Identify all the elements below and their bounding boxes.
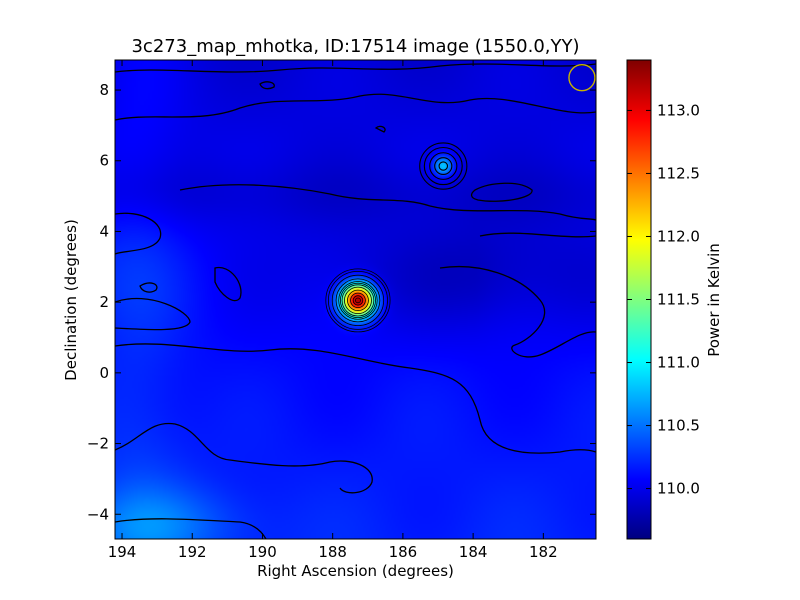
contour-line <box>115 422 373 494</box>
source-contour <box>434 157 453 176</box>
source-contour <box>355 297 361 304</box>
x-tick-label: 186 <box>389 543 418 561</box>
contour-line <box>259 81 275 90</box>
beam-marker <box>568 63 596 92</box>
chart-title: 3c273_map_mhotka, ID:17514 image (1550.0… <box>131 36 579 57</box>
y-tick-label: 6 <box>99 152 109 170</box>
colorbar-ticks: 110.0 110.5 111.0 111.5 112.0 112.5 113.0 <box>627 101 700 498</box>
plot-frame <box>114 59 597 540</box>
y-tick-label: −4 <box>87 505 109 523</box>
x-tick-label: 184 <box>459 543 488 561</box>
y-tick-label: 0 <box>99 364 109 382</box>
source-contour <box>335 278 381 323</box>
y-tick-label: −2 <box>87 435 109 453</box>
contour-line <box>115 93 596 121</box>
plot-area: 194 192 190 188 186 184 182 −4 −2 0 2 4 6 8 <box>87 59 597 561</box>
contour-line <box>115 518 267 539</box>
source-contour <box>344 286 372 315</box>
contour-line <box>439 266 596 358</box>
contour-line <box>115 297 191 331</box>
contour-line <box>374 125 386 133</box>
x-tick-label: 194 <box>108 543 137 561</box>
contour-lines <box>115 63 596 539</box>
source-contour <box>347 289 369 312</box>
colorbar-tick-label: 111.5 <box>657 291 700 309</box>
colorbar-tick-label: 112.5 <box>657 164 700 182</box>
colorbar-tick-label: 110.5 <box>657 417 700 435</box>
contour-line <box>479 232 596 238</box>
source-contour <box>350 292 366 309</box>
x-tick-label: 190 <box>248 543 277 561</box>
contour-line <box>470 182 533 202</box>
colorbar-tick-label: 110.0 <box>657 480 700 498</box>
contour-line <box>115 63 596 73</box>
contour-line <box>115 212 162 255</box>
source-contour <box>331 274 385 326</box>
x-tick-label: 192 <box>178 543 207 561</box>
colorbar: 110.0 110.5 111.0 111.5 112.0 112.5 113.0 Powe… <box>626 59 723 540</box>
source-contour <box>429 152 458 180</box>
colorbar-tick-label: 112.0 <box>657 227 700 245</box>
colorbar-label: Power in Kelvin <box>705 243 723 357</box>
source-contour <box>419 142 468 190</box>
source-contour <box>352 295 364 306</box>
colorbar-tick-label: 111.0 <box>657 354 700 372</box>
x-axis: 194 192 190 188 186 184 182 <box>108 60 558 561</box>
source-contour <box>325 268 391 333</box>
x-tick-label: 182 <box>529 543 558 561</box>
y-tick-label: 4 <box>99 222 109 240</box>
source-contours <box>325 142 468 333</box>
source-contour <box>438 161 449 171</box>
source-contour <box>341 284 375 317</box>
x-tick-label: 188 <box>318 543 347 561</box>
contour-line <box>179 184 596 221</box>
contour-line <box>139 282 158 293</box>
contour-line <box>214 266 242 302</box>
y-axis: −4 −2 0 2 4 6 8 <box>87 81 596 523</box>
source-contour <box>340 282 376 318</box>
contour-line <box>115 343 596 454</box>
colorbar-tick-label: 113.0 <box>657 101 700 119</box>
source-contour <box>327 270 388 330</box>
source-contour <box>423 146 463 186</box>
y-tick-label: 8 <box>99 81 109 99</box>
y-tick-label: 2 <box>99 293 109 311</box>
source-contour <box>338 281 378 320</box>
y-axis-label: Declination (degrees) <box>62 219 80 381</box>
x-axis-label: Right Ascension (degrees) <box>257 562 454 580</box>
